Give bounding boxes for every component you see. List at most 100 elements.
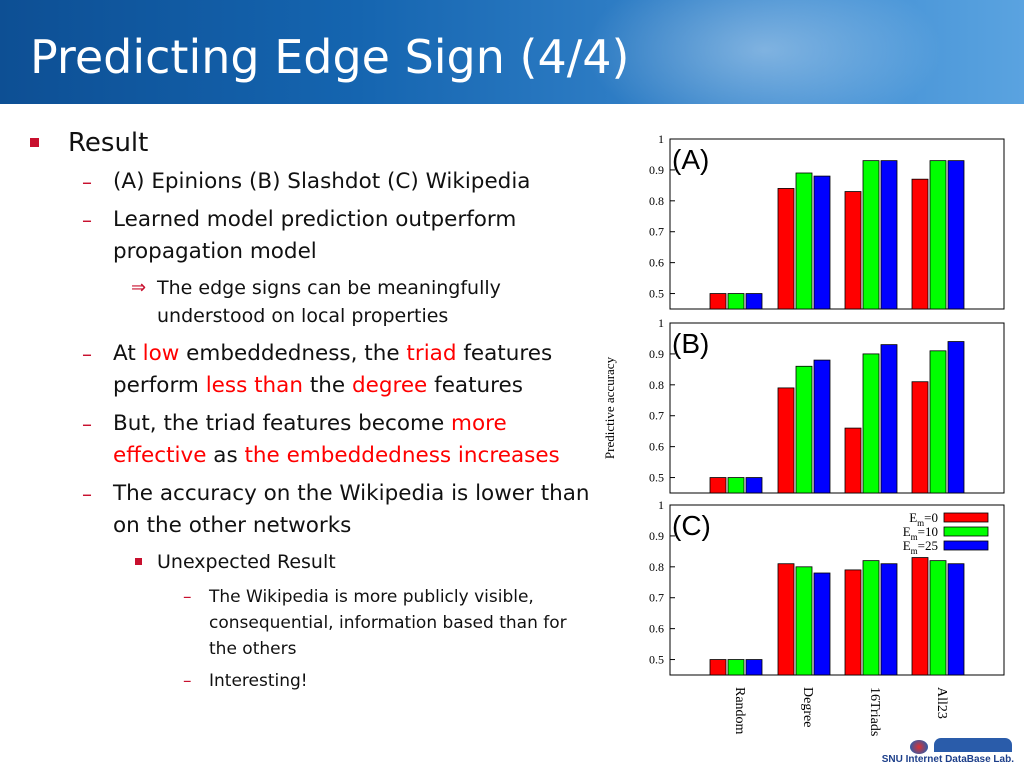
bullet-triad-effective: – But, the triad features become more ef… xyxy=(30,408,600,472)
y-tick-label: 0.9 xyxy=(649,347,664,361)
implies-arrow-icon: ⇒ xyxy=(131,277,147,298)
bar-em25 xyxy=(745,293,763,310)
bullet-datasets-text: (A) Epinions (B) Slashdot (C) Wikipedia xyxy=(113,169,531,194)
bar-em25 xyxy=(947,563,965,676)
but-text-4: the embeddedness increases xyxy=(244,443,560,468)
y-tick-label: 0.8 xyxy=(649,194,664,208)
panel-label: (B) xyxy=(672,328,709,359)
bar-em10 xyxy=(862,560,880,676)
bullet-learned-text: Learned model prediction outperform prop… xyxy=(113,207,517,264)
bar-em25 xyxy=(880,563,898,676)
bullet-implication: ⇒ The edge signs can be meaningfully und… xyxy=(30,274,600,330)
legend-label: Em=10 xyxy=(903,524,938,542)
low-text-4: triad xyxy=(406,341,457,366)
bullet-unexpected-text: Unexpected Result xyxy=(157,551,336,573)
bar-em0 xyxy=(709,293,727,310)
legend-swatch xyxy=(943,540,989,551)
y-axis-label: Predictive accuracy xyxy=(602,356,617,459)
logo-shape xyxy=(934,738,1012,752)
bar-em25 xyxy=(813,175,831,310)
y-tick-label: 0.9 xyxy=(649,529,664,543)
but-text-3: as xyxy=(206,443,245,468)
slide-title: Predicting Edge Sign (4/4) xyxy=(30,30,630,84)
y-tick-label: 1 xyxy=(658,498,664,512)
dash-bullet-icon: – xyxy=(82,482,92,506)
but-text-2: more effective xyxy=(113,411,507,468)
bullet-implication-text: The edge signs can be meaningfully under… xyxy=(157,277,501,327)
bar-em0 xyxy=(844,569,862,676)
dash-bullet-icon: – xyxy=(82,170,92,194)
y-tick-label: 0.7 xyxy=(649,591,664,605)
x-category-label: 16Triads xyxy=(867,687,882,736)
bullet-wikipedia-text: The accuracy on the Wikipedia is lower t… xyxy=(113,481,590,538)
bar-em0 xyxy=(911,178,929,310)
y-tick-label: 0.8 xyxy=(649,560,664,574)
bar-em0 xyxy=(844,427,862,494)
bullet-learned: – Learned model prediction outperform pr… xyxy=(30,204,600,268)
low-text-1: At xyxy=(113,341,143,366)
bar-em25 xyxy=(947,341,965,494)
y-tick-label: 1 xyxy=(658,132,664,146)
bar-em25 xyxy=(745,477,763,494)
y-tick-label: 0.5 xyxy=(649,287,664,301)
y-tick-label: 0.7 xyxy=(649,225,664,239)
bar-em25 xyxy=(880,160,898,310)
bullet-interesting-text: Interesting! xyxy=(209,671,308,691)
bar-em0 xyxy=(777,188,795,310)
x-category-label: Random xyxy=(732,687,747,735)
bullet-interesting: – Interesting! xyxy=(30,668,589,694)
legend-swatch xyxy=(943,512,989,523)
low-text-7: the xyxy=(302,373,352,398)
bar-em25 xyxy=(880,344,898,494)
bullet-result-text: Result xyxy=(68,128,149,158)
bar-em10 xyxy=(929,560,947,676)
accuracy-chart: 0.5 0.6 0.7 0.8 0.9 1 (A) 0.5 0.6 0.7 0.8 0.9 1 (B) Pr… xyxy=(600,125,1020,745)
dash-bullet-icon: – xyxy=(82,208,92,232)
bar-em0 xyxy=(777,387,795,494)
bar-em25 xyxy=(813,359,831,494)
legend-swatch xyxy=(943,526,989,537)
low-text-3: embeddedness, the xyxy=(179,341,407,366)
bar-em10 xyxy=(862,353,880,494)
bar-em10 xyxy=(862,160,880,310)
bullet-visible: – The Wikipedia is more publicly visible… xyxy=(30,584,589,662)
bar-em25 xyxy=(745,659,763,676)
bar-em10 xyxy=(795,566,813,676)
y-tick-label: 0.9 xyxy=(649,163,664,177)
y-tick-label: 0.6 xyxy=(649,622,664,636)
bar-em10 xyxy=(727,659,745,676)
bar-em10 xyxy=(929,160,947,310)
title-bar: Predicting Edge Sign (4/4) xyxy=(0,0,1024,104)
y-tick-label: 0.5 xyxy=(649,471,664,485)
bar-em0 xyxy=(844,191,862,310)
bar-em0 xyxy=(709,659,727,676)
title-glow xyxy=(584,0,944,104)
snu-logo: SNU Internet DataBase Lab. xyxy=(882,736,1020,766)
dash-bullet-icon: – xyxy=(82,412,92,436)
x-category-label: All23 xyxy=(934,687,949,719)
bar-em0 xyxy=(777,563,795,676)
panel-label: (A) xyxy=(672,144,709,175)
logo-mark-icon xyxy=(910,740,928,754)
low-text-6: less than xyxy=(205,373,303,398)
y-tick-label: 0.7 xyxy=(649,409,664,423)
bullet-low-embeddedness: – At low embeddedness, the triad feature… xyxy=(30,338,600,402)
x-category-label: Degree xyxy=(800,687,815,727)
bar-em10 xyxy=(795,365,813,494)
legend-label: Em=25 xyxy=(903,538,938,556)
bullet-datasets: – (A) Epinions (B) Slashdot (C) Wikipedi… xyxy=(30,166,600,198)
y-tick-label: 0.6 xyxy=(649,256,664,270)
bar-em10 xyxy=(727,477,745,494)
bar-em25 xyxy=(813,572,831,676)
dash-bullet-icon: – xyxy=(82,342,92,366)
bullet-list: Result – (A) Epinions (B) Slashdot (C) W… xyxy=(30,126,600,700)
square-bullet-icon xyxy=(30,138,39,147)
but-text-1: But, the triad features become xyxy=(113,411,452,436)
bullet-visible-text: The Wikipedia is more publicly visible, … xyxy=(209,587,567,659)
square-bullet-icon xyxy=(135,558,142,565)
panel-label: (C) xyxy=(672,510,711,541)
bar-em0 xyxy=(709,477,727,494)
bar-em0 xyxy=(911,381,929,494)
accuracy-chart-svg: 0.5 0.6 0.7 0.8 0.9 1 (A) 0.5 0.6 0.7 0.8 0.9 1 (B) Pr… xyxy=(602,132,1005,736)
legend-label: Em=0 xyxy=(909,510,938,528)
